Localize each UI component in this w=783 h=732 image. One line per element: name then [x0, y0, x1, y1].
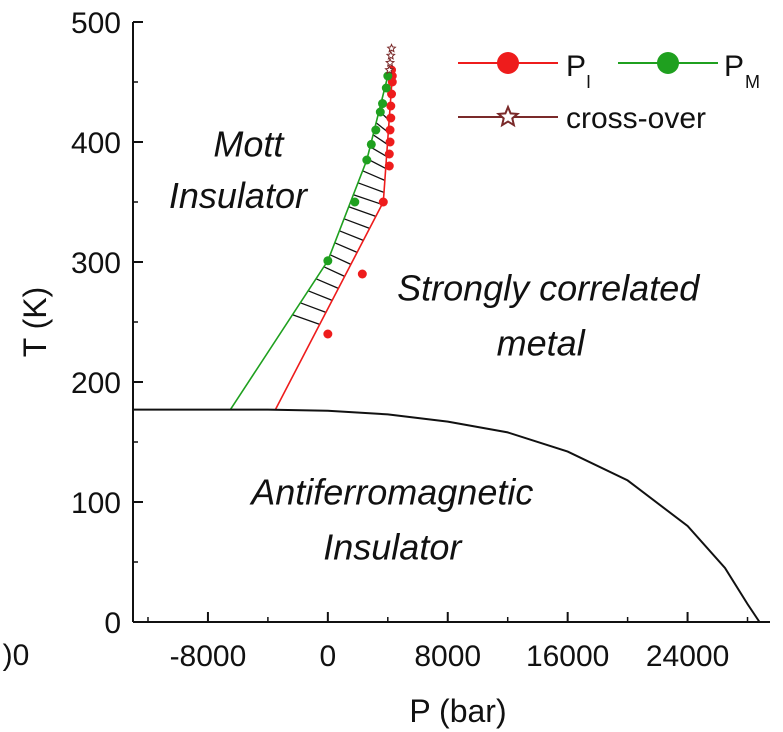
legend-pm-marker — [657, 52, 679, 74]
legend-pm-label: P — [724, 50, 744, 83]
x-axis-title: P (bar) — [409, 693, 506, 729]
axis-ticks — [133, 21, 749, 623]
data-point-p-m — [366, 139, 376, 149]
hatch-line — [372, 134, 388, 145]
data-point-p-i — [386, 101, 396, 111]
y-axis-title: T (K) — [17, 287, 53, 358]
data-point-p-m — [378, 99, 388, 109]
y-tick-label: 500 — [71, 7, 121, 40]
region-label-metal: metal — [497, 323, 586, 364]
hatch-line — [334, 242, 358, 253]
data-point-p-i — [385, 125, 395, 135]
y-tick-label: 400 — [71, 127, 121, 160]
legend-crossover-label: cross-over — [566, 102, 706, 135]
x-tick-label: -8000 — [170, 640, 247, 673]
series-line-af-boundary — [133, 408, 761, 623]
data-point-p-i — [384, 149, 394, 159]
data-point-p-m — [371, 125, 381, 135]
region-label-antiferromagnetic: Antiferromagnetic — [249, 471, 533, 512]
legend: P I P M cross-over — [458, 50, 760, 135]
x-tick-label: 24000 — [646, 640, 729, 673]
hatch-line — [357, 182, 385, 194]
data-point-cross-over — [384, 64, 395, 75]
hatch-line — [339, 230, 364, 242]
legend-crossover-marker — [496, 104, 520, 128]
y-tick-label: 100 — [71, 487, 121, 520]
legend-pi-subscript: I — [586, 72, 591, 92]
data-point-p-i — [357, 269, 367, 279]
hatch-line — [315, 278, 339, 289]
region-label-insulator: Insulator — [169, 175, 309, 216]
hatch-line — [292, 314, 320, 326]
legend-pm-subscript: M — [745, 72, 760, 92]
hatch-line — [348, 206, 377, 218]
x-tick-label: 16000 — [526, 640, 609, 673]
data-point-p-i — [384, 161, 394, 171]
series-points — [323, 43, 397, 339]
legend-pi-marker — [497, 52, 519, 74]
data-point-p-i — [385, 137, 395, 147]
data-point-cross-over — [386, 43, 397, 53]
region-label-af-insulator: Insulator — [323, 527, 463, 568]
hatch-line — [329, 254, 352, 265]
series-line-p-m — [229, 75, 389, 411]
x-tick-label: 8000 — [414, 640, 481, 673]
data-point-p-m — [323, 256, 333, 266]
region-labels: Mott Insulator Strongly correlated metal… — [169, 123, 700, 567]
data-point-p-m — [375, 107, 385, 117]
hatch-line — [323, 266, 345, 277]
region-label-mott: Mott — [213, 123, 285, 164]
data-point-p-i — [386, 113, 396, 123]
hatch-line — [300, 302, 327, 314]
x-axis-label-edge: )0 — [3, 639, 30, 672]
y-tick-label: 200 — [71, 367, 121, 400]
x-tick-label: 0 — [320, 640, 337, 673]
region-label-strongly-correlated: Strongly correlated — [397, 267, 700, 308]
data-point-cross-over — [385, 50, 396, 60]
data-point-cross-over — [384, 57, 396, 68]
hatch-line — [307, 290, 333, 302]
y-tick-label: 0 — [104, 607, 121, 640]
data-point-p-i — [323, 329, 333, 339]
hatch-line — [343, 218, 370, 230]
tick-labels: 0 100 200 300 400 500 -8000 0 8000 16000 24000 — [71, 7, 729, 673]
data-point-p-i — [378, 197, 388, 207]
y-tick-label: 300 — [71, 247, 121, 280]
hatch-line — [353, 194, 383, 206]
legend-pi-label: P — [566, 50, 586, 83]
data-point-p-i — [387, 89, 397, 99]
hatch-line — [362, 170, 386, 181]
data-point-p-m — [383, 71, 393, 81]
data-point-p-m — [381, 83, 391, 93]
data-point-p-m — [362, 155, 372, 165]
data-point-p-m — [350, 197, 360, 207]
